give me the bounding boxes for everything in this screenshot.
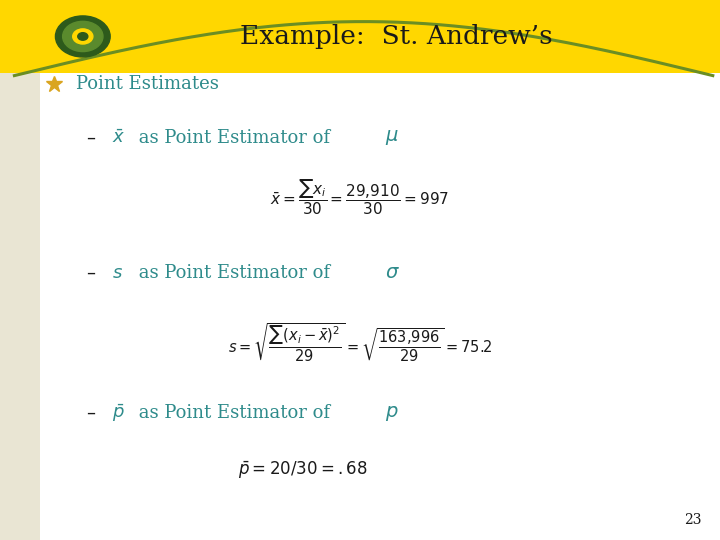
Text: $s$: $s$ [112, 264, 122, 282]
Circle shape [78, 32, 88, 40]
Circle shape [55, 16, 110, 57]
Bar [0, 73, 720, 540]
Bar [0, 73, 40, 540]
Text: –: – [86, 129, 95, 147]
Text: as Point Estimator of: as Point Estimator of [133, 404, 336, 422]
Text: 23: 23 [685, 512, 702, 526]
Text: Example:  St. Andrew’s: Example: St. Andrew’s [240, 24, 552, 49]
Text: $\bar{p}$: $\bar{p}$ [112, 402, 125, 424]
Text: $\bar{x}$: $\bar{x}$ [112, 129, 125, 147]
Text: $\sigma$: $\sigma$ [385, 263, 400, 282]
Text: $\bar{x} = \dfrac{\sum x_i}{30} = \dfrac{29{,}910}{30} = 997$: $\bar{x} = \dfrac{\sum x_i}{30} = \dfrac… [271, 177, 449, 217]
Text: $\mu$: $\mu$ [385, 128, 399, 147]
Text: as Point Estimator of: as Point Estimator of [133, 129, 336, 147]
Bar [0, 0, 720, 73]
Text: $\bar{p} = 20/30 = .68$: $\bar{p} = 20/30 = .68$ [238, 459, 367, 481]
Text: –: – [86, 264, 95, 282]
Circle shape [73, 29, 93, 44]
Text: –: – [86, 404, 95, 422]
Text: $p$: $p$ [385, 403, 399, 423]
Text: Point Estimates: Point Estimates [76, 75, 218, 93]
Text: as Point Estimator of: as Point Estimator of [133, 264, 336, 282]
Text: $s = \sqrt{\dfrac{\sum (x_i - \bar{x})^2}{29}} = \sqrt{\dfrac{163{,}996}{29}} = : $s = \sqrt{\dfrac{\sum (x_i - \bar{x})^2… [228, 322, 492, 364]
Circle shape [63, 22, 103, 51]
